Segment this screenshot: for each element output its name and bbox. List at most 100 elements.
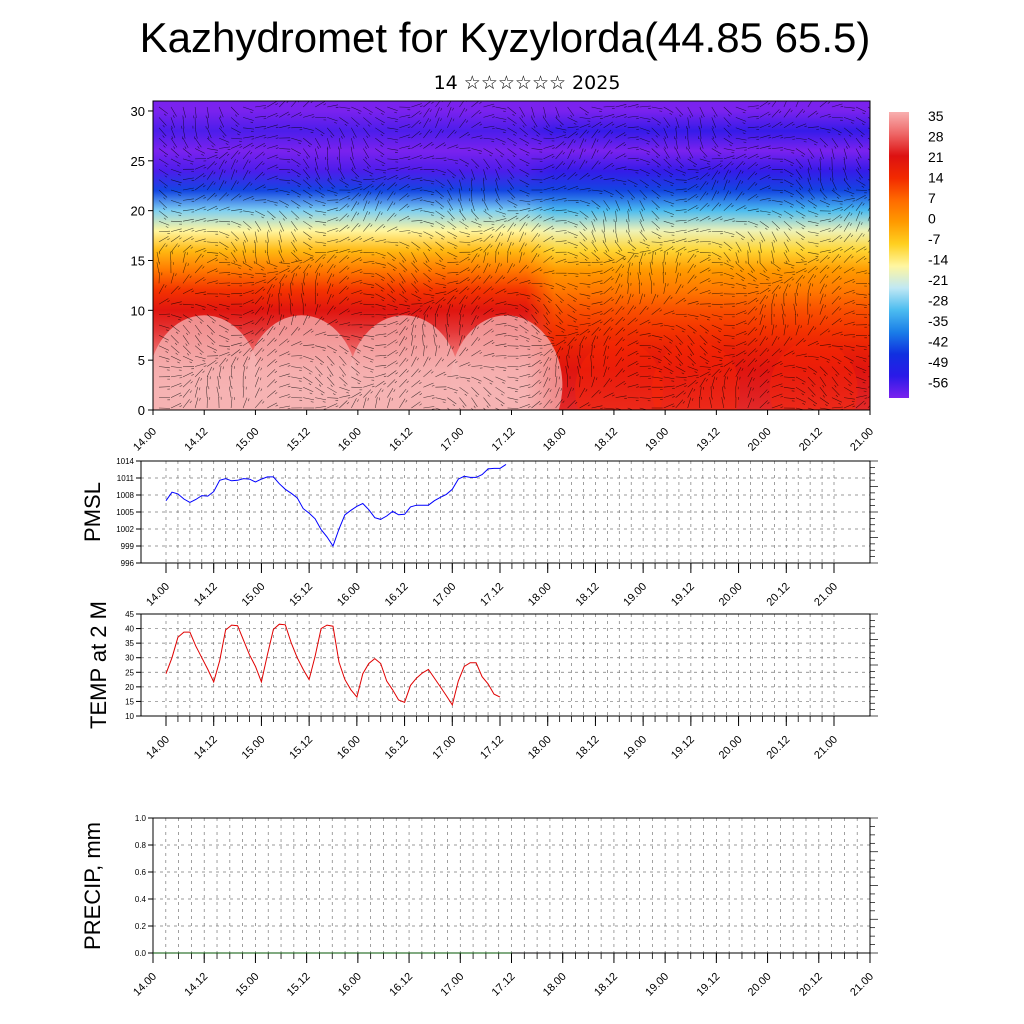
x-tick-label: 18.00 [526, 734, 554, 762]
warm-cell [450, 315, 563, 410]
x-tick-label: 19.00 [643, 971, 671, 999]
y-tick-label: 15 [125, 697, 134, 706]
colorbar-label: -35 [928, 313, 948, 329]
y-tick-label: 1008 [116, 491, 134, 500]
x-tick-label: 14.00 [131, 426, 159, 454]
x-tick-label: 14.00 [131, 971, 159, 999]
x-tick-label: 19.12 [695, 971, 723, 999]
y-tick-label: 10 [131, 303, 145, 318]
x-tick-label: 17.12 [478, 581, 506, 609]
colorbar-label: -28 [928, 293, 948, 309]
x-tick-label: 20.12 [764, 581, 792, 609]
colorbar-label: -7 [928, 231, 941, 247]
y-tick-label: 0.0 [135, 949, 147, 958]
x-tick-label: 16.00 [336, 426, 364, 454]
x-tick-label: 17.12 [490, 426, 518, 454]
x-tick-label: 18.12 [574, 734, 602, 762]
y-tick-label: 996 [121, 559, 135, 568]
x-tick-label: 19.12 [695, 426, 723, 454]
x-tick-label: 16.00 [335, 734, 363, 762]
chart-subtitle: 14 ☆☆☆☆☆☆ 2025 [433, 72, 621, 94]
x-tick-label: 20.00 [746, 426, 774, 454]
colorbar-label: -21 [928, 272, 948, 288]
pmsl-axis-label: PMSL [80, 482, 105, 542]
x-tick-label: 15.00 [234, 971, 262, 999]
x-tick-label: 18.12 [574, 581, 602, 609]
colorbar-label: 7 [928, 190, 936, 206]
x-tick-label: 19.00 [621, 734, 649, 762]
x-tick-label: 19.00 [643, 426, 671, 454]
y-tick-label: 15 [131, 253, 145, 268]
colorbar-label: -49 [928, 354, 948, 370]
y-tick-label: 1.0 [135, 814, 147, 823]
colorbar: 35 28 21 14 7 0 -7 -14 -21 -28 -35 -42 -49 -56 [889, 108, 948, 398]
y-tick-label: 1011 [117, 474, 135, 483]
y-tick-label: 0.2 [135, 922, 147, 931]
x-tick-label: 18.00 [541, 426, 569, 454]
colorbar-label: 21 [928, 149, 944, 165]
colorbar-label: -56 [928, 375, 948, 391]
colorbar-label: -14 [928, 252, 948, 268]
x-tick-label: 15.12 [285, 426, 313, 454]
x-tick-label: 16.12 [387, 971, 415, 999]
x-tick-label: 15.12 [287, 734, 315, 762]
precip-axis-label: PRECIP, mm [80, 822, 105, 950]
y-tick-label: 30 [131, 104, 145, 119]
x-tick-label: 14.00 [144, 734, 172, 762]
x-tick-label: 17.00 [430, 734, 458, 762]
series-line [165, 463, 507, 548]
y-tick-label: 0 [138, 403, 145, 418]
x-tick-label: 15.00 [234, 426, 262, 454]
x-tick-label: 20.12 [764, 734, 792, 762]
chart-title: Kazhydromet for Kyzylorda(44.85 65.5) [139, 14, 871, 61]
x-tick-label: 21.00 [848, 971, 876, 999]
colorbar-labels: 35 28 21 14 7 0 -7 -14 -21 -28 -35 -42 -49 -56 [928, 108, 948, 391]
precip-panel: 0.0 0.2 0.4 0.6 0.8 1.0 14.00 14.12 15.00 15.12 16… [80, 814, 878, 999]
x-tick-label: 15.12 [285, 971, 313, 999]
y-tick-label: 1005 [116, 508, 134, 517]
x-tick-label: 21.00 [812, 581, 840, 609]
x-tick-label: 16.12 [383, 734, 411, 762]
x-tick-label: 18.00 [526, 581, 554, 609]
y-tick-label: 0.4 [135, 895, 147, 904]
x-tick-label: 14.00 [144, 581, 172, 609]
x-tick-label: 15.12 [287, 581, 315, 609]
x-tick-label: 18.12 [592, 971, 620, 999]
x-tick-label: 20.12 [797, 426, 825, 454]
precip-plot: 0.0 0.2 0.4 0.6 0.8 1.0 14.00 14.12 15.00 15.12 16… [131, 814, 878, 999]
x-tick-label: 20.12 [797, 971, 825, 999]
series-line [165, 623, 501, 707]
y-tick-label: 45 [125, 610, 134, 619]
y-tick-label: 10 [125, 712, 134, 721]
y-tick-label: 0.8 [135, 841, 147, 850]
cross-section-panel: 0 5 10 15 20 25 30 14.00 14.12 15.00 15.12 16.00 16… [131, 100, 876, 454]
x-tick-label: 21.00 [848, 426, 876, 454]
y-tick-label: 35 [125, 639, 134, 648]
x-tick-label: 21.00 [812, 734, 840, 762]
x-tick-label: 17.00 [430, 581, 458, 609]
x-tick-label: 18.12 [592, 426, 620, 454]
colorbar-label: 0 [928, 211, 936, 227]
x-tick-label: 19.12 [669, 734, 697, 762]
x-tick-label: 14.12 [192, 734, 220, 762]
pmsl-panel: 996 999 1002 1005 1008 1011 1014 14.00 14.12 15.0… [80, 457, 878, 609]
x-tick-label: 16.00 [336, 971, 364, 999]
time-axis-1: 14.00 14.12 15.00 15.12 16.00 16.12 17.00 17.12… [131, 410, 876, 454]
y-tick-label: 30 [125, 654, 134, 663]
y-tick-label: 1002 [116, 525, 134, 534]
x-tick-label: 17.12 [478, 734, 506, 762]
warm-cell [769, 340, 858, 410]
x-tick-label: 17.00 [438, 426, 466, 454]
x-tick-label: 14.12 [182, 971, 210, 999]
x-tick-label: 16.12 [383, 581, 411, 609]
x-tick-label: 19.00 [621, 581, 649, 609]
warm-cell [575, 340, 664, 410]
y-tick-label: 20 [131, 204, 145, 219]
y-tick-label: 0.6 [135, 868, 147, 877]
x-tick-label: 19.12 [669, 581, 697, 609]
y-tick-label: 1014 [116, 457, 134, 466]
y-tick-label: 20 [125, 683, 134, 692]
y-tick-label: 25 [131, 154, 145, 169]
x-tick-label: 20.00 [746, 971, 774, 999]
